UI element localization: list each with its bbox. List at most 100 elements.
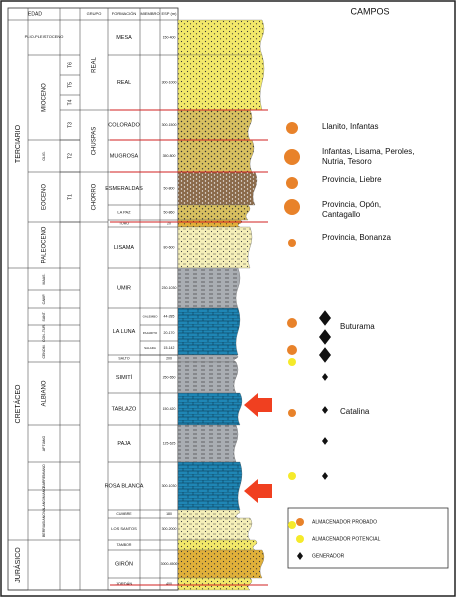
field-label: Provincia, Opón,: [322, 200, 381, 209]
field-label: Provincia, Liebre: [322, 175, 382, 184]
epoch-label: BERRIASIANO: [42, 513, 46, 537]
group-label: T5: [67, 82, 73, 88]
formation-thickness: 180: [166, 512, 172, 516]
epoch-label: SANT.: [42, 311, 46, 321]
formation-name: UMIR: [117, 285, 131, 291]
formation-thickness: 50-800: [164, 186, 175, 190]
lithology: [177, 354, 239, 363]
legend-symbol: [296, 535, 304, 543]
formation-thickness: 230-1030: [162, 286, 177, 290]
reservoir-proven: [286, 177, 298, 189]
legend-label: ALMACENADOR PROBADO: [312, 519, 377, 525]
generator: [322, 373, 328, 381]
epoch-label: CON.-TUR.: [42, 324, 46, 342]
header-grupo: GRUPO: [87, 11, 102, 16]
epoch-label: VALANGINIANO: [42, 487, 46, 513]
formation-name: LISAMA: [114, 245, 135, 251]
formation-name: ROSA BLANCA: [105, 483, 144, 489]
header-formacion: FORMACIÓN: [112, 11, 137, 16]
lithology: [177, 54, 265, 111]
formation-thickness: 400: [166, 582, 172, 586]
epoch-label: PALEOCENO: [42, 226, 48, 263]
epoch-label: EOCENO: [42, 184, 48, 210]
lithology: [177, 549, 265, 579]
group-label: CHUSPAS: [92, 127, 98, 156]
formation-name: SIMITÍ: [116, 374, 133, 381]
reservoir-proven: [284, 149, 300, 165]
epoch-label: MAAS.: [42, 274, 46, 285]
epoch-label: PLIO-PLEISTOCENO: [25, 34, 64, 39]
member-name: SALADA: [144, 346, 156, 350]
formation-name: MUGROSA: [110, 153, 139, 159]
legend-label: GENERADOR: [312, 553, 345, 559]
era-label: CRETÁCEO: [13, 384, 22, 423]
formation-name: PAJA: [117, 441, 131, 447]
group-label: T1: [67, 194, 73, 200]
generator: [322, 472, 328, 480]
era-label: TERCIARIO: [15, 124, 22, 163]
lithology: [177, 509, 241, 519]
member-thickness: 15-142: [164, 346, 175, 350]
lithology: [177, 517, 253, 541]
group-label: T2: [67, 153, 73, 159]
reservoir-proven: [288, 409, 296, 417]
group-label: REAL: [92, 57, 98, 73]
lithology: [177, 392, 243, 426]
reservoir-proven: [284, 199, 300, 215]
formation-name: LA LUNA: [113, 329, 136, 335]
formation-thickness: 350-800: [163, 154, 176, 158]
field-label: Llanito, Infantas: [322, 122, 378, 131]
arrow: [244, 479, 272, 503]
formation-name: SALTO: [118, 356, 129, 360]
lithology: [177, 307, 241, 356]
era-label: JURÁSICO: [13, 547, 22, 583]
formation-thickness: 125-625: [163, 441, 176, 445]
field-label: Catalina: [340, 407, 370, 416]
generator: [322, 406, 328, 414]
header-miembro: MIEMBRO: [140, 11, 159, 16]
reservoir-potential: [288, 358, 296, 366]
generator: [322, 437, 328, 445]
formation-name: TAMBOR: [117, 543, 132, 547]
group-label: T3: [67, 122, 73, 128]
formation-name: CUMBRE: [116, 512, 132, 516]
formation-name: COLORADO: [108, 122, 140, 128]
formation-name: LOS SANTOS: [111, 526, 137, 531]
field-label: Buturama: [340, 322, 375, 331]
formation-thickness: 200: [166, 356, 172, 360]
arrow: [244, 393, 272, 417]
group-label: CHORRO: [92, 183, 98, 210]
legend-symbol: [297, 552, 303, 560]
formation-thickness: 250-650: [163, 375, 176, 379]
formation-name: LA PAZ: [117, 210, 131, 215]
lithology: [177, 539, 258, 551]
formation-name: REAL: [117, 80, 131, 86]
generator: [319, 310, 331, 326]
field-label: Infantas, Lisama, Peroles,: [322, 147, 415, 156]
formation-thickness: 50-860: [164, 210, 175, 214]
header-edad: EDAD: [28, 11, 42, 17]
formation-thickness: 300-1030: [162, 484, 177, 488]
formation-thickness: 150-420: [163, 407, 176, 411]
formation-thickness: 150-400: [163, 35, 176, 39]
header-espesor: ESP (m): [161, 11, 177, 16]
reservoir-proven: [287, 345, 297, 355]
formation-name: GIRÓN: [115, 560, 133, 567]
reservoir-proven: [286, 122, 298, 134]
formation-name: JORDÁN: [116, 581, 133, 586]
formation-thickness: 80-600: [164, 245, 175, 249]
legend-label: ALMACENADOR POTENCIAL: [312, 536, 381, 542]
lithology: [177, 226, 253, 269]
reservoir-proven: [287, 318, 297, 328]
lithology: [177, 361, 239, 394]
reservoir-potential: [288, 521, 296, 529]
lithology: [177, 171, 258, 206]
formation-thickness: 300-1000: [162, 80, 177, 84]
epoch-label: CAMP.: [42, 294, 46, 305]
formation-thickness: 20: [167, 221, 171, 225]
reservoir-potential: [288, 472, 296, 480]
formation-name: TABLAZO: [112, 406, 137, 412]
header-campos: CAMPOS: [350, 6, 389, 16]
